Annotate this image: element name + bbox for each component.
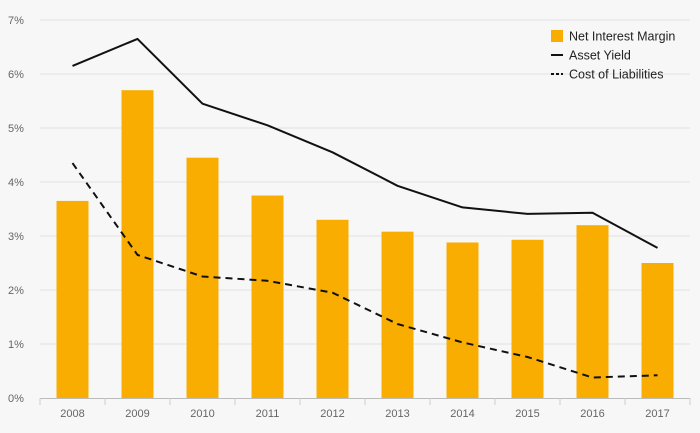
x-tick-label: 2009 <box>125 408 149 420</box>
bar <box>381 231 414 398</box>
solid-line-series <box>72 37 658 249</box>
bar <box>641 263 674 398</box>
legend-label: Net Interest Margin <box>569 30 675 44</box>
dashed-line-series <box>71 162 658 379</box>
bar <box>186 157 219 398</box>
x-axis: 2008 2009 2010 2011 2012 2013 2014 2015 2016 2017 <box>39 398 691 420</box>
x-tick-label: 2010 <box>190 408 214 420</box>
bar <box>511 239 544 398</box>
y-tick-label: 1% <box>8 339 24 351</box>
bar <box>446 242 479 398</box>
legend-item: Cost of Liabilities <box>551 68 664 82</box>
x-tick-label: 2016 <box>580 408 604 420</box>
y-tick-label: 4% <box>8 177 24 189</box>
legend: Net Interest Margin Asset Yield Cost of Li… <box>551 30 675 82</box>
line-series <box>71 37 658 379</box>
bar <box>251 195 284 398</box>
y-tick-label: 7% <box>8 15 24 27</box>
bar-series <box>56 90 674 398</box>
x-tick-label: 2014 <box>450 408 474 420</box>
x-tick-label: 2012 <box>320 408 344 420</box>
x-tick-label: 2008 <box>60 408 84 420</box>
legend-label: Asset Yield <box>569 49 631 63</box>
y-tick-label: 5% <box>8 123 24 135</box>
y-tick-label: 2% <box>8 285 24 297</box>
x-tick-label: 2015 <box>515 408 539 420</box>
x-tick-label: 2013 <box>385 408 409 420</box>
y-tick-label: 3% <box>8 231 24 243</box>
x-tick-label: 2017 <box>645 408 669 420</box>
bar <box>576 225 609 398</box>
y-tick-label: 6% <box>8 69 24 81</box>
legend-label: Cost of Liabilities <box>569 68 664 82</box>
bar <box>121 90 154 398</box>
y-tick-label: 0% <box>8 393 24 405</box>
x-tick-label: 2011 <box>256 408 280 420</box>
legend-swatch <box>551 30 563 42</box>
legend-item: Net Interest Margin <box>551 30 675 44</box>
bar <box>56 200 89 398</box>
legend-item: Asset Yield <box>551 49 631 63</box>
bar <box>316 219 349 398</box>
y-axis-ticks: 0% 1% 2% 3% 4% 5% 6% 7% <box>8 15 24 405</box>
